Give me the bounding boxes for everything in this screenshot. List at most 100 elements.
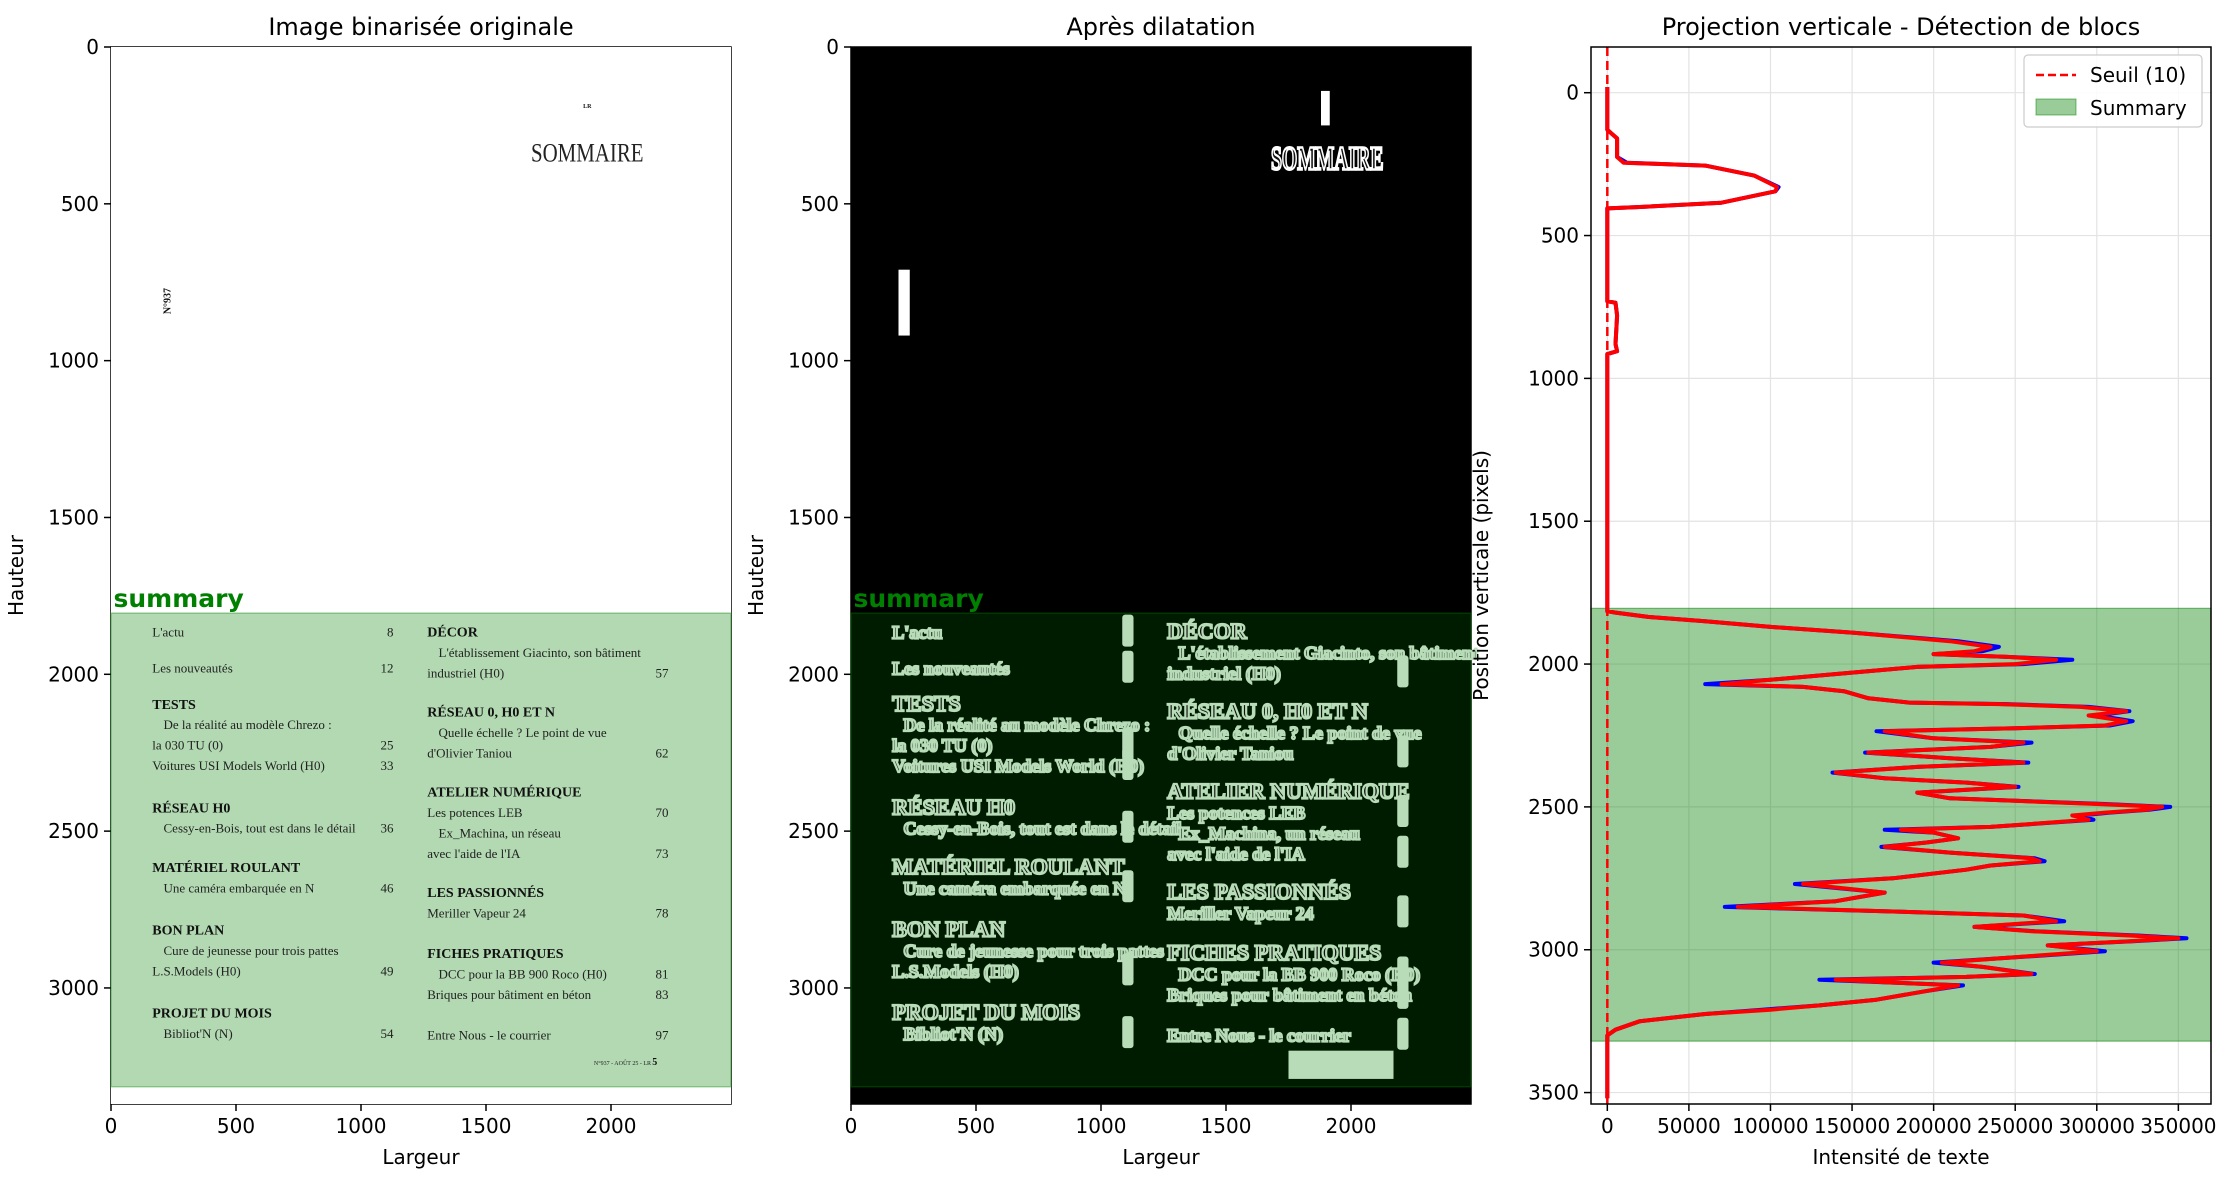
x-tick-label: 200000 (1895, 1114, 1971, 1138)
toc-entry-dilated: Voitures USI Models World (H0) (892, 756, 1144, 777)
x-tick-label: 1500 (461, 1114, 512, 1138)
toc-entry: MATÉRIEL ROULANT (152, 859, 301, 876)
page-number-blob (1122, 810, 1134, 843)
toc-entry: DÉCOR (427, 624, 478, 641)
toc-entry-dilated: DÉCOR (1167, 619, 1248, 644)
toc-page-number: 57 (656, 665, 670, 680)
x-tick-label: 250000 (1977, 1114, 2053, 1138)
toc-page-number: 78 (656, 905, 669, 920)
sommaire-title: SOMMAIRE (531, 138, 644, 167)
toc-page-number: 33 (381, 758, 394, 773)
y-axis-label: Hauteur (744, 534, 768, 616)
page-number-blob (1122, 650, 1134, 683)
toc-entry: De la réalité au modèle Chrezo : (164, 717, 332, 732)
summary-region (850, 612, 1472, 1088)
toc-entry-dilated: L'établissement Giacinto, son bâtiment (1179, 643, 1479, 663)
toc-entry: Cessy-en-Bois, tout est dans le détail (164, 821, 356, 836)
toc-entry-dilated: Bibliot'N (N) (904, 1024, 1004, 1045)
y-tick-label: 3000 (1528, 938, 1579, 962)
x-tick-label: 2000 (586, 1114, 637, 1138)
toc-entry-dilated: PROJET DU MOIS (892, 1000, 1080, 1025)
toc-page-number: 62 (656, 745, 669, 760)
toc-entry: TESTS (152, 698, 196, 713)
footer-blob (1288, 1050, 1394, 1079)
toc-entry: Bibliot'N (N) (164, 1026, 233, 1041)
legend-threshold-label: Seuil (10) (2090, 63, 2186, 87)
toc-entry: FICHES PRATIQUES (427, 947, 563, 962)
toc-entry: DCC pour la BB 900 Roco (H0) (439, 967, 607, 982)
dilated-page: SOMMAIRE summary L'actu Les nouveautés TESTS… (850, 47, 1480, 1104)
y-tick-label: 1000 (1528, 366, 1579, 390)
toc-page-number: 12 (381, 661, 394, 676)
y-tick-label: 500 (801, 192, 839, 216)
toc-entry-dilated: industriel (H0) (1167, 663, 1281, 684)
page-number-blob (1397, 895, 1409, 928)
binarized-page: LR SOMMAIRE N°937 summary L'actu 8 Les nouveau… (110, 47, 732, 1104)
toc-entry-dilated: Cure de jeunesse pour trois pattes (904, 941, 1165, 961)
legend-box (2023, 54, 2203, 128)
toc-page-number: 46 (381, 880, 395, 895)
x-tick-label: 0 (105, 1114, 118, 1138)
x-tick-label: 100000 (1732, 1114, 1808, 1138)
toc-entry-dilated: DCC pour la BB 900 Roco (H0) (1179, 965, 1421, 986)
toc-page-number: 70 (656, 805, 669, 820)
y-tick-label: 1000 (48, 349, 99, 373)
y-tick-label: 1500 (1528, 509, 1579, 533)
toc-entry-dilated: LES PASSIONNÉS (1167, 879, 1351, 904)
page-number-blob (1122, 1016, 1134, 1049)
toc-entry-dilated: ATELIER NUMÉRIQUE (1167, 779, 1409, 804)
toc-entry-dilated: Quelle échelle ? Le point de vue (1179, 723, 1422, 743)
toc-entry: Quelle échelle ? Le point de vue (439, 725, 607, 740)
page-number-blob (1397, 655, 1409, 688)
toc-page-number: 36 (381, 821, 395, 836)
x-tick-label: 350000 (2140, 1114, 2216, 1138)
toc-entry-dilated: BON PLAN (892, 917, 1005, 942)
toc-entry: BON PLAN (152, 924, 224, 939)
toc-entry-dilated: avec l'aide de l'IA (1167, 844, 1305, 864)
toc-entry-dilated: la 030 TU (0) (892, 736, 992, 757)
y-tick-label: 1000 (788, 349, 839, 373)
x-tick-label: 1000 (1076, 1114, 1127, 1138)
x-tick-label: 1000 (336, 1114, 387, 1138)
summary-band (1590, 607, 2212, 1042)
dilated-blob (1321, 90, 1330, 126)
summary-label: summary (114, 584, 244, 613)
toc-entry-dilated: MATÉRIEL ROULANT (892, 854, 1125, 879)
y-tick-label: 3500 (1528, 1081, 1579, 1105)
page-number-blob (1397, 735, 1409, 768)
x-tick-label: 300000 (2059, 1114, 2135, 1138)
page-footer: N°937 - AOÛT 25 - LR (594, 1059, 651, 1067)
toc-entry-dilated: Ex_Machina, un réseau (1179, 823, 1361, 843)
y-tick-label: 1500 (48, 505, 99, 529)
toc-page-number: 97 (656, 1028, 670, 1043)
toc-entry-dilated: Une caméra embarquée en N (904, 878, 1127, 898)
y-tick-label: 3000 (788, 976, 839, 1000)
toc-entry: L'établissement Giacinto, son bâtiment (439, 645, 642, 660)
toc-entry: Voitures USI Models World (H0) (152, 758, 325, 773)
chart-title: Image binarisée originale (268, 13, 573, 41)
x-tick-label: 2000 (1326, 1114, 1377, 1138)
toc-entry: Une caméra embarquée en N (164, 880, 315, 895)
y-tick-label: 2500 (48, 819, 99, 843)
toc-entry-dilated: De la réalité au modèle Chrezo : (904, 715, 1151, 735)
toc-entry: Les nouveautés (152, 661, 233, 676)
page-number-blob (1397, 795, 1409, 828)
toc-entry-dilated: TESTS (892, 691, 961, 716)
page-number-blob (1122, 953, 1134, 986)
summary-region (110, 612, 732, 1088)
toc-entry: L'actu (152, 625, 184, 640)
summary-label: summary (854, 584, 984, 613)
toc-entry-dilated: L.S.Models (H0) (892, 961, 1019, 982)
sommaire-title-dilated: SOMMAIRE (1271, 140, 1384, 177)
issue-number: N°937 (162, 288, 173, 314)
toc-entry: d'Olivier Taniou (427, 745, 512, 760)
y-tick-label: 0 (826, 35, 839, 59)
toc-entry: RÉSEAU H0 (152, 799, 230, 816)
toc-entry-dilated: RÉSEAU H0 (892, 794, 1015, 819)
logo-lr: LR (583, 104, 592, 110)
y-axis-label: Hauteur (4, 534, 28, 616)
toc-entry: la 030 TU (0) (152, 738, 223, 753)
x-tick-label: 500 (217, 1114, 255, 1138)
x-tick-label: 0 (845, 1114, 858, 1138)
